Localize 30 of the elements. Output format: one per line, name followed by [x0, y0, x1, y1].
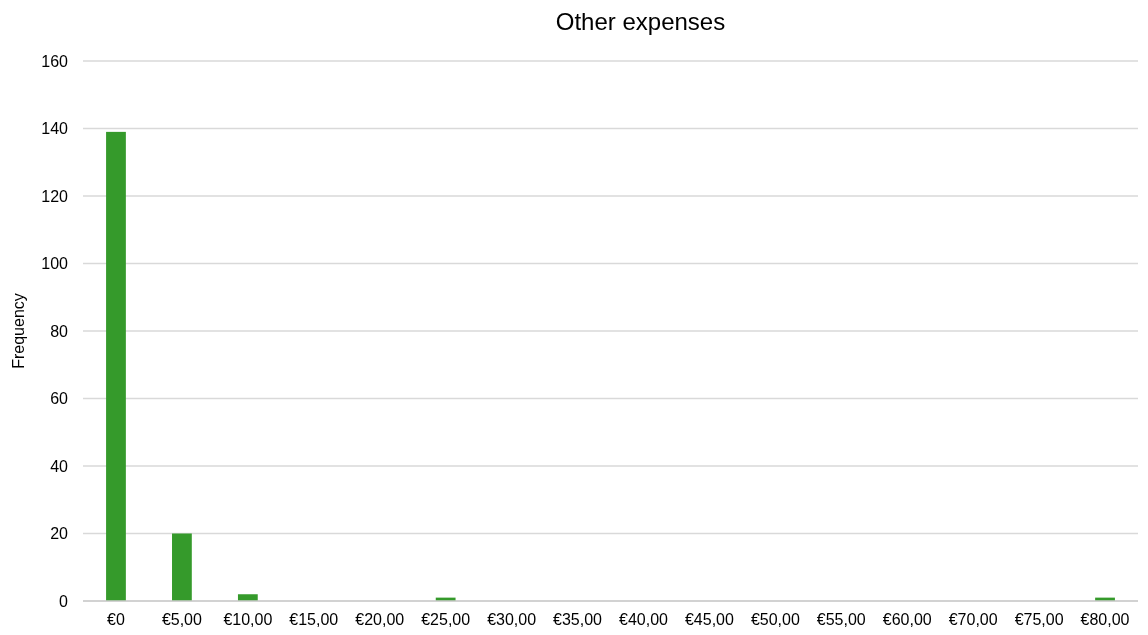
x-tick-label: €50,00	[750, 611, 800, 628]
x-tick-label: €60,00	[882, 611, 932, 628]
y-axis-title: Frequency	[10, 293, 27, 369]
x-tick-label: €40,00	[619, 611, 669, 628]
x-tick-label: €10,00	[223, 611, 273, 628]
y-tick-label: 0	[59, 592, 69, 610]
x-tick-label: €70,00	[948, 611, 998, 628]
y-tick-label: 120	[41, 187, 69, 205]
x-tick-label: €75,00	[1014, 611, 1064, 628]
x-tick-label: €45,00	[684, 611, 734, 628]
x-tick-label: €0	[107, 611, 125, 628]
chart-title: Other expenses	[555, 8, 726, 35]
x-tick-label: €20,00	[355, 611, 405, 628]
y-tick-label: 20	[50, 525, 69, 543]
y-tick-label: 40	[50, 457, 69, 475]
bar	[172, 533, 192, 601]
x-tick-label: €25,00	[421, 611, 471, 628]
x-tick-label: €5,00	[161, 611, 203, 628]
y-tick-label: 160	[41, 52, 69, 70]
y-tick-label: 140	[41, 120, 69, 138]
y-tick-label: 80	[50, 322, 69, 340]
y-tick-label: 100	[41, 255, 69, 273]
x-tick-label: €15,00	[289, 611, 339, 628]
x-tick-label: €55,00	[816, 611, 866, 628]
x-tick-label: €80,00	[1080, 611, 1130, 628]
x-tick-label: €35,00	[553, 611, 603, 628]
y-tick-label: 60	[50, 390, 69, 408]
x-tick-label: €30,00	[487, 611, 537, 628]
bar	[106, 131, 126, 601]
bar	[237, 594, 258, 601]
